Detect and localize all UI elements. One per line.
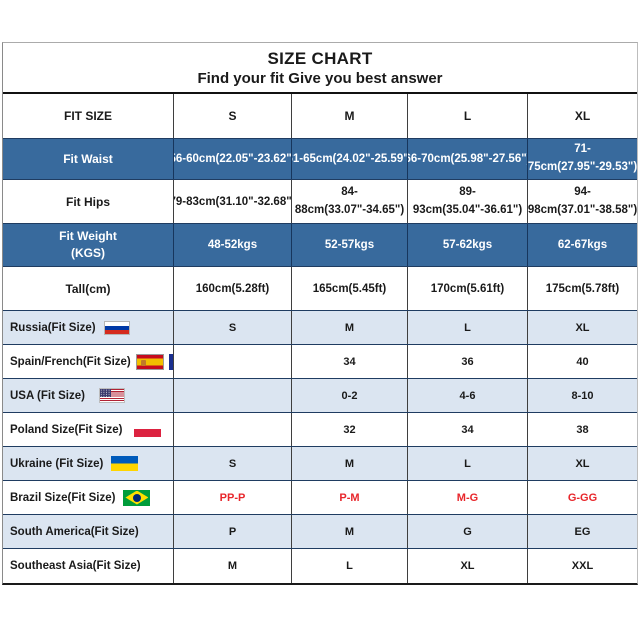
southeast-asia-label: Southeast Asia(Fit Size) — [3, 549, 173, 583]
fit-hips-row: Fit Hips 79-83cm(31.10"-32.68") 84-88cm(… — [3, 180, 637, 224]
brazil-label-text: Brazil Size(Fit Size) — [10, 491, 116, 504]
brazil-flag-icon — [123, 489, 151, 506]
fit-weight-l: 57-62kgs — [407, 224, 527, 266]
tall-row: Tall(cm) 160cm(5.28ft) 165cm(5.45ft) 170… — [3, 267, 637, 311]
brazil-xl: G-GG — [527, 481, 637, 514]
southeast-asia-xl: XXL — [527, 549, 637, 583]
brazil-s: PP-P — [173, 481, 291, 514]
usa-label: USA (Fit Size) — [3, 379, 173, 412]
russia-label-text: Russia(Fit Size) — [10, 321, 96, 334]
ukraine-m: M — [291, 447, 407, 480]
spain-french-l: 36 — [407, 345, 527, 378]
fit-weight-label-line2: (KGS) — [71, 246, 105, 260]
header-size-xl: XL — [527, 94, 637, 138]
usa-s — [173, 379, 291, 412]
ukraine-xl: XL — [527, 447, 637, 480]
southeast-asia-s: M — [173, 549, 291, 583]
poland-s — [173, 413, 291, 446]
fit-waist-s: 56-60cm(22.05"-23.62") — [173, 139, 291, 179]
ukraine-l: L — [407, 447, 527, 480]
fit-waist-label: Fit Waist — [63, 152, 113, 166]
brazil-row: Brazil Size(Fit Size) PP-P P-M M-G G-GG — [3, 481, 637, 515]
brazil-l: M-G — [407, 481, 527, 514]
spain-flag-icon — [135, 353, 164, 370]
page-title: SIZE CHART — [267, 48, 373, 68]
poland-label: Poland Size(Fit Size) — [3, 413, 173, 446]
spain-french-label-text: Spain/French(Fit Size) — [10, 355, 131, 368]
poland-row: Poland Size(Fit Size) 32 34 38 — [3, 413, 637, 447]
tall-label: Tall(cm) — [65, 281, 111, 296]
russia-s: S — [173, 311, 291, 344]
south-america-l: G — [407, 515, 527, 548]
spain-french-row: Spain/French(Fit Size) 34 36 40 — [3, 345, 637, 379]
south-america-m: M — [291, 515, 407, 548]
header-size-m: M — [291, 94, 407, 138]
tall-s: 160cm(5.28ft) — [173, 267, 291, 310]
south-america-row: South America(Fit Size) P M G EG — [3, 515, 637, 549]
page-subtitle: Find your fit Give you best answer — [197, 69, 443, 87]
southeast-asia-l: XL — [407, 549, 527, 583]
header-size-s: S — [173, 94, 291, 138]
southeast-asia-row: Southeast Asia(Fit Size) M L XL XXL — [3, 549, 637, 583]
russia-m: M — [291, 311, 407, 344]
tall-m: 165cm(5.45ft) — [291, 267, 407, 310]
fit-waist-m: 61-65cm(24.02"-25.59") — [291, 139, 407, 179]
brazil-label: Brazil Size(Fit Size) — [3, 481, 173, 514]
fit-weight-xl: 62-67kgs — [527, 224, 637, 266]
usa-l: 4-6 — [407, 379, 527, 412]
southeast-asia-label-text: Southeast Asia(Fit Size) — [10, 560, 141, 572]
usa-m: 0-2 — [291, 379, 407, 412]
fit-weight-label-line1: Fit Weight — [59, 228, 117, 243]
france-flag-icon — [168, 353, 173, 370]
south-america-label: South America(Fit Size) — [3, 515, 173, 548]
fit-hips-xl: 94-98cm(37.01"-38.58") — [527, 180, 637, 223]
russia-flag-icon — [103, 320, 130, 335]
brazil-m: P-M — [291, 481, 407, 514]
fit-weight-m: 52-57kgs — [291, 224, 407, 266]
poland-flag-icon — [134, 422, 162, 437]
fit-hips-s: 79-83cm(31.10"-32.68") — [173, 180, 291, 223]
usa-xl: 8-10 — [527, 379, 637, 412]
fit-waist-row: Fit Waist 56-60cm(22.05"-23.62") 61-65cm… — [3, 139, 637, 180]
ukraine-flag-icon — [111, 456, 139, 471]
poland-l: 34 — [407, 413, 527, 446]
ukraine-label-text: Ukraine (Fit Size) — [10, 457, 104, 470]
russia-row: Russia(Fit Size) S M L XL — [3, 311, 637, 345]
russia-l: L — [407, 311, 527, 344]
spain-french-xl: 40 — [527, 345, 637, 378]
russia-label: Russia(Fit Size) — [3, 311, 173, 344]
poland-label-text: Poland Size(Fit Size) — [10, 423, 123, 436]
fit-hips-label: Fit Hips — [66, 194, 110, 209]
tall-xl: 175cm(5.78ft) — [527, 267, 637, 310]
russia-xl: XL — [527, 311, 637, 344]
fit-weight-s: 48-52kgs — [173, 224, 291, 266]
header-size-l: L — [407, 94, 527, 138]
ukraine-label: Ukraine (Fit Size) — [3, 447, 173, 480]
spain-french-label: Spain/French(Fit Size) — [3, 345, 173, 378]
title-block: SIZE CHART Find your fit Give you best a… — [3, 43, 637, 94]
fit-waist-l: 66-70cm(25.98"-27.56") — [407, 139, 527, 179]
poland-xl: 38 — [527, 413, 637, 446]
header-fit-size: FIT SIZE — [64, 109, 112, 123]
size-chart-table: SIZE CHART Find your fit Give you best a… — [2, 42, 638, 585]
south-america-xl: EG — [527, 515, 637, 548]
usa-row: USA (Fit Size) 0-2 4-6 8-10 — [3, 379, 637, 413]
header-row: FIT SIZE S M L XL — [3, 94, 637, 139]
usa-flag-icon — [98, 388, 125, 403]
fit-weight-row: Fit Weight (KGS) 48-52kgs 52-57kgs 57-62… — [3, 224, 637, 267]
fit-hips-l: 89-93cm(35.04"-36.61") — [407, 180, 527, 223]
south-america-s: P — [173, 515, 291, 548]
poland-m: 32 — [291, 413, 407, 446]
ukraine-row: Ukraine (Fit Size) S M L XL — [3, 447, 637, 481]
fit-waist-xl: 71-75cm(27.95"-29.53") — [527, 139, 637, 179]
spain-french-s — [173, 345, 291, 378]
fit-weight-label: Fit Weight (KGS) — [3, 224, 173, 266]
usa-label-text: USA (Fit Size) — [10, 389, 85, 402]
fit-hips-m: 84-88cm(33.07"-34.65") — [291, 180, 407, 223]
southeast-asia-m: L — [291, 549, 407, 583]
south-america-label-text: South America(Fit Size) — [10, 525, 139, 538]
tall-l: 170cm(5.61ft) — [407, 267, 527, 310]
spain-french-m: 34 — [291, 345, 407, 378]
ukraine-s: S — [173, 447, 291, 480]
